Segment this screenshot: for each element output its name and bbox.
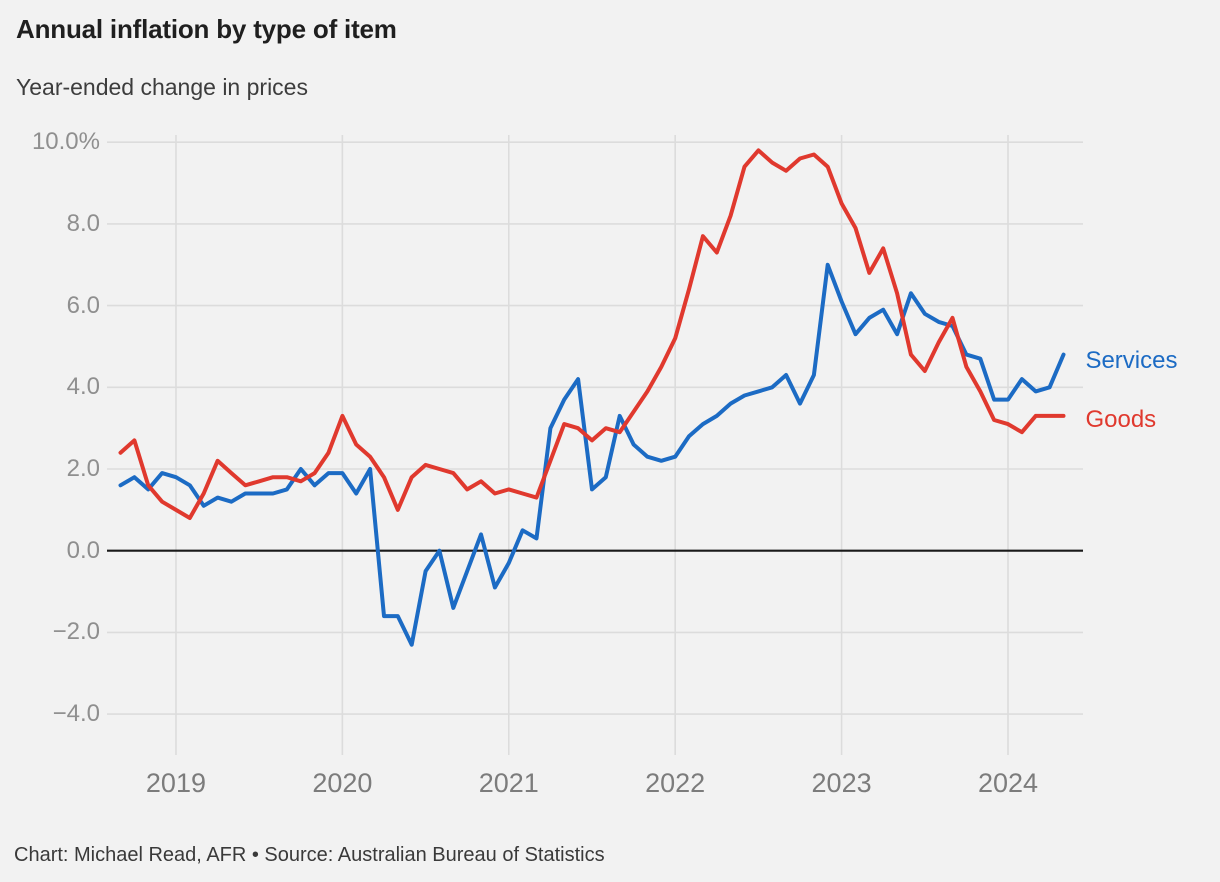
y-tick-label: 2.0 [66, 455, 100, 482]
y-tick-label: 0.0 [66, 536, 100, 564]
y-tick-label: −4.0 [52, 700, 100, 728]
x-tick-label: 2021 [478, 768, 539, 798]
x-tick-label: 2023 [811, 768, 872, 798]
y-tick-label: −2.0 [52, 618, 100, 646]
legend-label-services: Services [1085, 346, 1178, 374]
x-tick-label: 2019 [145, 768, 206, 798]
services-line [118, 262, 1066, 647]
y-tick-label: 10.0% [31, 128, 100, 156]
series-lines [118, 148, 1066, 647]
chart-subtitle: Year-ended change in prices [16, 74, 308, 100]
legend-label-goods: Goods [1085, 405, 1157, 433]
x-tick-label: 2022 [645, 768, 706, 798]
y-tick-label: 4.0 [66, 373, 100, 401]
goods-line [118, 148, 1066, 520]
y-tick-label: 8.0 [66, 209, 100, 237]
gridlines [107, 135, 1083, 755]
source-credit: Chart: Michael Read, AFR • Source: Austr… [14, 844, 605, 866]
x-tick-label: 2024 [977, 768, 1039, 798]
x-tick-label: 2020 [312, 768, 373, 798]
y-tick-label: 6.0 [66, 291, 100, 319]
chart-title: Annual inflation by type of item [16, 14, 397, 44]
